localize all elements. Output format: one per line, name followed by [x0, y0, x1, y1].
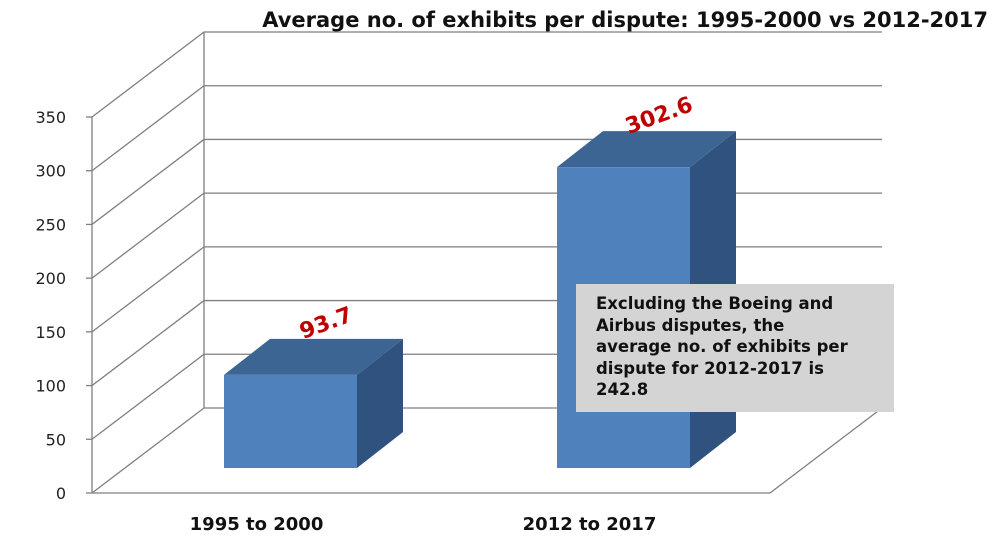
annotation-line: Excluding the Boeing and: [596, 294, 834, 313]
bar-front-face: [224, 374, 357, 468]
y-tick-label: 250: [35, 215, 66, 234]
gridlines: [91, 31, 882, 494]
y-tick-label: 300: [35, 162, 66, 181]
annotation-line: 242.8: [596, 380, 649, 399]
gridline: [91, 31, 882, 118]
y-tick-label: 200: [35, 269, 66, 288]
bar-side-face: [357, 338, 403, 468]
bar-top-face: [224, 338, 403, 375]
annotation-line: Airbus disputes, the: [596, 315, 785, 335]
gridline: [91, 85, 882, 172]
annotation-line: dispute for 2012-2017 is: [596, 358, 824, 378]
annotation-line: average no. of exhibits per: [596, 337, 848, 356]
floor-right-edge: [769, 407, 883, 494]
chart-walls: [91, 32, 883, 494]
gridline: [91, 138, 882, 225]
annotation-box: Excluding the Boeing and Airbus disputes…: [576, 284, 894, 412]
gridline: [91, 407, 882, 494]
y-tick-label: 50: [46, 430, 66, 449]
y-tick-label: 150: [35, 323, 66, 342]
bar-top-face: [557, 131, 736, 168]
data-label: 93.7: [296, 303, 356, 345]
chart-title: Average no. of exhibits per dispute: 199…: [262, 8, 988, 32]
x-category-label: 2012 to 2017: [523, 514, 657, 535]
y-axis-ticks: 0 50 100 150 200 250 300 350: [35, 108, 92, 503]
y-tick-label: 0: [56, 484, 66, 503]
gridline: [91, 192, 882, 279]
x-category-label: 1995 to 2000: [190, 514, 324, 535]
y-tick-label: 350: [35, 108, 66, 127]
x-axis-categories: 1995 to 2000 2012 to 2017: [190, 514, 657, 535]
y-tick-label: 100: [35, 377, 66, 396]
bar: [224, 338, 403, 468]
